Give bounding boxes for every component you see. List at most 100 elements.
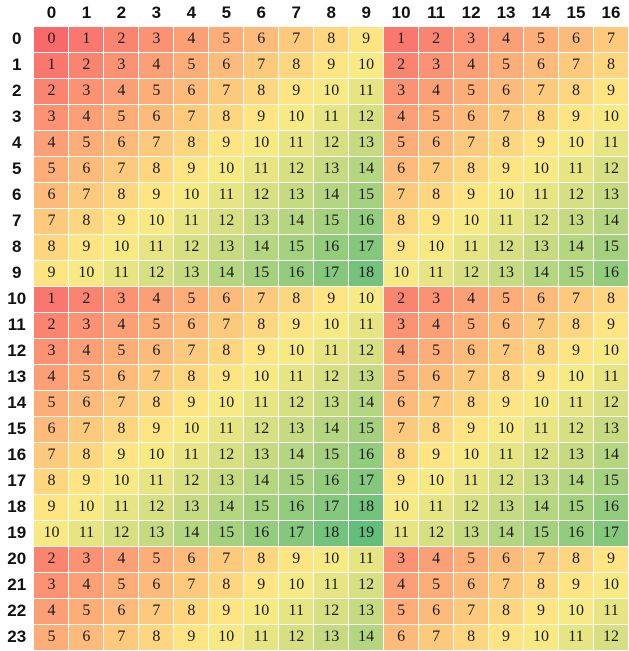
table-cell[interactable]: 12 bbox=[592, 389, 629, 417]
table-cell[interactable]: 9 bbox=[103, 441, 140, 469]
row-header-10[interactable]: 10 bbox=[0, 286, 34, 312]
table-cell[interactable]: 9 bbox=[558, 571, 594, 599]
table-cell[interactable]: 3 bbox=[383, 311, 420, 339]
table-cell[interactable]: 5 bbox=[383, 597, 420, 625]
table-cell[interactable]: 14 bbox=[208, 259, 245, 287]
table-cell[interactable]: 6 bbox=[453, 337, 490, 365]
table-cell[interactable]: 5 bbox=[173, 285, 210, 313]
table-cell[interactable]: 3 bbox=[33, 337, 70, 365]
table-cell[interactable]: 7 bbox=[523, 311, 559, 339]
table-cell[interactable]: 13 bbox=[592, 181, 629, 209]
table-cell[interactable]: 14 bbox=[243, 467, 280, 495]
table-cell[interactable]: 9 bbox=[243, 337, 280, 365]
table-cell[interactable]: 14 bbox=[173, 519, 210, 547]
table-cell[interactable]: 10 bbox=[313, 545, 350, 573]
table-cell[interactable]: 8 bbox=[558, 77, 594, 105]
table-cell[interactable]: 16 bbox=[558, 519, 594, 547]
table-cell[interactable]: 5 bbox=[33, 623, 70, 651]
table-cell[interactable]: 8 bbox=[173, 597, 210, 625]
corner-cell[interactable] bbox=[0, 0, 34, 26]
row-header-8[interactable]: 8 bbox=[0, 234, 34, 260]
table-cell[interactable]: 5 bbox=[103, 337, 140, 365]
table-cell[interactable]: 9 bbox=[208, 363, 245, 391]
table-cell[interactable]: 6 bbox=[453, 103, 490, 131]
table-cell[interactable]: 3 bbox=[68, 545, 105, 573]
table-cell[interactable]: 6 bbox=[488, 77, 525, 105]
table-cell[interactable]: 12 bbox=[418, 519, 455, 547]
table-cell[interactable]: 10 bbox=[313, 311, 350, 339]
table-cell[interactable]: 7 bbox=[208, 311, 245, 339]
table-cell[interactable]: 14 bbox=[278, 207, 315, 235]
table-cell[interactable]: 6 bbox=[138, 103, 175, 131]
table-cell[interactable]: 7 bbox=[453, 597, 490, 625]
table-cell[interactable]: 7 bbox=[138, 363, 175, 391]
table-cell[interactable]: 9 bbox=[173, 155, 210, 183]
table-cell[interactable]: 5 bbox=[33, 389, 70, 417]
table-cell[interactable]: 11 bbox=[383, 519, 420, 547]
table-cell[interactable]: 13 bbox=[453, 519, 490, 547]
table-cell[interactable]: 11 bbox=[523, 415, 559, 443]
table-cell[interactable]: 9 bbox=[523, 363, 559, 391]
table-cell[interactable]: 12 bbox=[313, 129, 350, 157]
table-cell[interactable]: 8 bbox=[243, 77, 280, 105]
table-cell[interactable]: 10 bbox=[138, 207, 175, 235]
table-cell[interactable]: 16 bbox=[348, 207, 385, 235]
table-cell[interactable]: 10 bbox=[243, 597, 280, 625]
table-cell[interactable]: 10 bbox=[453, 207, 490, 235]
table-cell[interactable]: 7 bbox=[243, 285, 280, 313]
table-cell[interactable]: 9 bbox=[68, 233, 105, 261]
table-cell[interactable]: 13 bbox=[243, 207, 280, 235]
table-cell[interactable]: 11 bbox=[592, 363, 629, 391]
table-cell[interactable]: 6 bbox=[383, 623, 420, 651]
table-cell[interactable]: 9 bbox=[33, 259, 70, 287]
table-cell[interactable]: 14 bbox=[523, 259, 559, 287]
table-cell[interactable]: 4 bbox=[138, 285, 175, 313]
table-cell[interactable]: 5 bbox=[453, 545, 490, 573]
table-cell[interactable]: 7 bbox=[68, 415, 105, 443]
table-cell[interactable]: 5 bbox=[68, 129, 105, 157]
table-cell[interactable]: 12 bbox=[453, 259, 490, 287]
table-cell[interactable]: 8 bbox=[523, 571, 559, 599]
table-cell[interactable]: 8 bbox=[208, 103, 245, 131]
table-cell[interactable]: 8 bbox=[208, 337, 245, 365]
table-cell[interactable]: 11 bbox=[103, 259, 140, 287]
table-cell[interactable]: 11 bbox=[453, 233, 490, 261]
table-cell[interactable]: 15 bbox=[592, 467, 629, 495]
table-cell[interactable]: 8 bbox=[453, 389, 490, 417]
table-cell[interactable]: 7 bbox=[278, 25, 315, 53]
table-cell[interactable]: 5 bbox=[488, 285, 525, 313]
row-header-12[interactable]: 12 bbox=[0, 338, 34, 364]
table-cell[interactable]: 5 bbox=[383, 363, 420, 391]
table-cell[interactable]: 4 bbox=[68, 571, 105, 599]
table-cell[interactable]: 9 bbox=[488, 623, 525, 651]
table-cell[interactable]: 8 bbox=[68, 207, 105, 235]
table-cell[interactable]: 6 bbox=[33, 181, 70, 209]
table-cell[interactable]: 15 bbox=[243, 493, 280, 521]
table-cell[interactable]: 6 bbox=[208, 285, 245, 313]
table-cell[interactable]: 11 bbox=[103, 493, 140, 521]
table-cell[interactable]: 8 bbox=[313, 25, 350, 53]
table-cell[interactable]: 9 bbox=[558, 103, 594, 131]
table-cell[interactable]: 8 bbox=[33, 233, 70, 261]
row-header-2[interactable]: 2 bbox=[0, 78, 34, 104]
table-cell[interactable]: 12 bbox=[488, 467, 525, 495]
table-cell[interactable]: 11 bbox=[592, 597, 629, 625]
table-cell[interactable]: 7 bbox=[138, 129, 175, 157]
table-cell[interactable]: 3 bbox=[383, 77, 420, 105]
table-cell[interactable]: 6 bbox=[103, 597, 140, 625]
table-cell[interactable]: 4 bbox=[103, 545, 140, 573]
table-cell[interactable]: 12 bbox=[278, 623, 315, 651]
table-cell[interactable]: 9 bbox=[523, 129, 559, 157]
table-cell[interactable]: 12 bbox=[138, 259, 175, 287]
table-cell[interactable]: 12 bbox=[278, 389, 315, 417]
table-cell[interactable]: 10 bbox=[488, 181, 525, 209]
table-cell[interactable]: 14 bbox=[208, 493, 245, 521]
table-cell[interactable]: 5 bbox=[418, 337, 455, 365]
table-cell[interactable]: 5 bbox=[103, 103, 140, 131]
table-cell[interactable]: 7 bbox=[453, 363, 490, 391]
table-cell[interactable]: 6 bbox=[418, 597, 455, 625]
table-cell[interactable]: 7 bbox=[453, 129, 490, 157]
table-cell[interactable]: 8 bbox=[592, 285, 629, 313]
table-cell[interactable]: 9 bbox=[243, 571, 280, 599]
table-cell[interactable]: 12 bbox=[173, 467, 210, 495]
